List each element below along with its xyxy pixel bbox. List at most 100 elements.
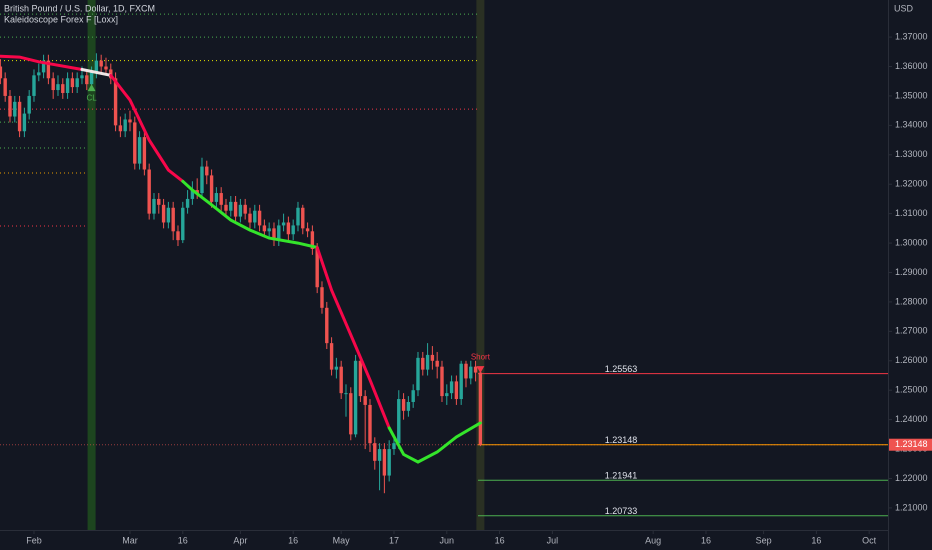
candle-body <box>166 207 171 223</box>
indicator-name: Kaleidoscope Forex F [Loxx] <box>4 14 118 24</box>
indicator-line <box>80 68 113 77</box>
candle-body <box>89 72 94 85</box>
candle-body <box>56 84 60 91</box>
candle-body <box>257 210 262 226</box>
candle-body <box>315 248 319 288</box>
y-tick-label: 1.27000 <box>895 326 928 336</box>
candle-body <box>205 166 209 176</box>
x-tick-label: Aug <box>645 535 661 545</box>
candle-body <box>32 75 36 96</box>
level-label: 1.21941 <box>605 471 638 481</box>
signal-marker <box>87 84 96 92</box>
candle-body <box>85 75 89 85</box>
candle-body <box>157 198 161 205</box>
candle-body <box>195 190 199 194</box>
candle-body <box>272 228 276 241</box>
candle-body <box>325 307 329 344</box>
candle-body <box>0 66 3 79</box>
candle-body <box>123 119 127 132</box>
candle-body <box>80 75 84 79</box>
signal-band <box>87 0 96 530</box>
candle-body <box>3 78 7 96</box>
candle-body <box>310 231 315 249</box>
candle-body <box>349 393 353 435</box>
candle-body <box>440 366 444 397</box>
candle-body <box>137 137 142 164</box>
candle-body <box>387 449 391 476</box>
candle-body <box>152 198 156 214</box>
candle-body <box>358 360 363 397</box>
candle-body <box>94 60 99 73</box>
candle-body <box>161 204 166 223</box>
candle-body <box>176 231 180 241</box>
signal-band <box>476 0 485 530</box>
indicator-line <box>181 179 319 249</box>
indicator-line <box>0 54 84 71</box>
currency: USD <box>894 3 914 13</box>
chart-title: British Pound / U.S. Dollar, 1D, FXCM <box>4 3 155 13</box>
candle-body <box>454 381 459 400</box>
candle-body <box>301 207 305 229</box>
candle-body <box>37 72 41 76</box>
candle-body <box>281 222 286 226</box>
candle-body <box>142 137 147 170</box>
candle-body <box>382 449 387 476</box>
candle-body <box>401 399 406 411</box>
candle-body <box>478 372 483 445</box>
x-tick-label: Sep <box>756 535 772 545</box>
candle-body <box>329 343 334 370</box>
y-tick-label: 1.22000 <box>895 473 928 483</box>
candle-body <box>445 393 449 397</box>
x-tick-label: Feb <box>26 535 42 545</box>
candle-body <box>425 354 430 370</box>
y-tick-label: 1.30000 <box>895 237 928 247</box>
last-price-label: 1.23148 <box>895 439 928 449</box>
candle-body <box>363 396 367 405</box>
x-tick-label: 16 <box>178 535 188 545</box>
candle-body <box>421 357 425 370</box>
candle-body <box>224 204 228 211</box>
candle-body <box>248 213 252 223</box>
candle-body <box>243 204 247 214</box>
candle-body <box>277 225 281 241</box>
y-tick-label: 1.28000 <box>895 296 928 306</box>
candle-body <box>353 360 358 435</box>
candle-body <box>464 363 468 379</box>
y-tick-label: 1.26000 <box>895 355 928 365</box>
candle-body <box>8 95 12 117</box>
last-price-box <box>889 438 932 451</box>
candle-body <box>209 175 214 202</box>
candle-body <box>416 357 420 391</box>
candle-body <box>171 207 175 232</box>
candle-body <box>253 210 257 223</box>
candle-body <box>113 78 118 126</box>
candle-body <box>392 443 396 450</box>
candle-body <box>233 201 238 217</box>
candle-body <box>411 390 415 402</box>
candle-body <box>430 354 435 361</box>
candle-body <box>70 78 75 88</box>
y-tick-label: 1.33000 <box>895 149 928 159</box>
candle-body <box>41 60 46 73</box>
level-label: 1.25563 <box>605 364 638 374</box>
candle-body <box>13 101 17 117</box>
candle-body <box>229 201 233 211</box>
candle-body <box>291 225 295 235</box>
candle-body <box>296 207 300 226</box>
candle-body <box>128 119 132 123</box>
candle-body <box>473 366 478 373</box>
candle-body <box>51 78 55 91</box>
x-tick-label: Jul <box>547 535 559 545</box>
y-tick-label: 1.34000 <box>895 120 928 130</box>
candle-body <box>449 381 454 394</box>
plot-layer: 1.25563 1.23148 1.21941 1.20733 CL Short <box>0 0 888 530</box>
candle-body <box>406 401 411 411</box>
level-label: 1.23148 <box>605 435 638 445</box>
candle-body <box>344 393 348 395</box>
candle-body <box>435 360 439 367</box>
candle-body <box>262 225 267 232</box>
candle-body <box>334 366 339 370</box>
indicator-line <box>387 421 482 464</box>
candle-body <box>190 190 195 199</box>
